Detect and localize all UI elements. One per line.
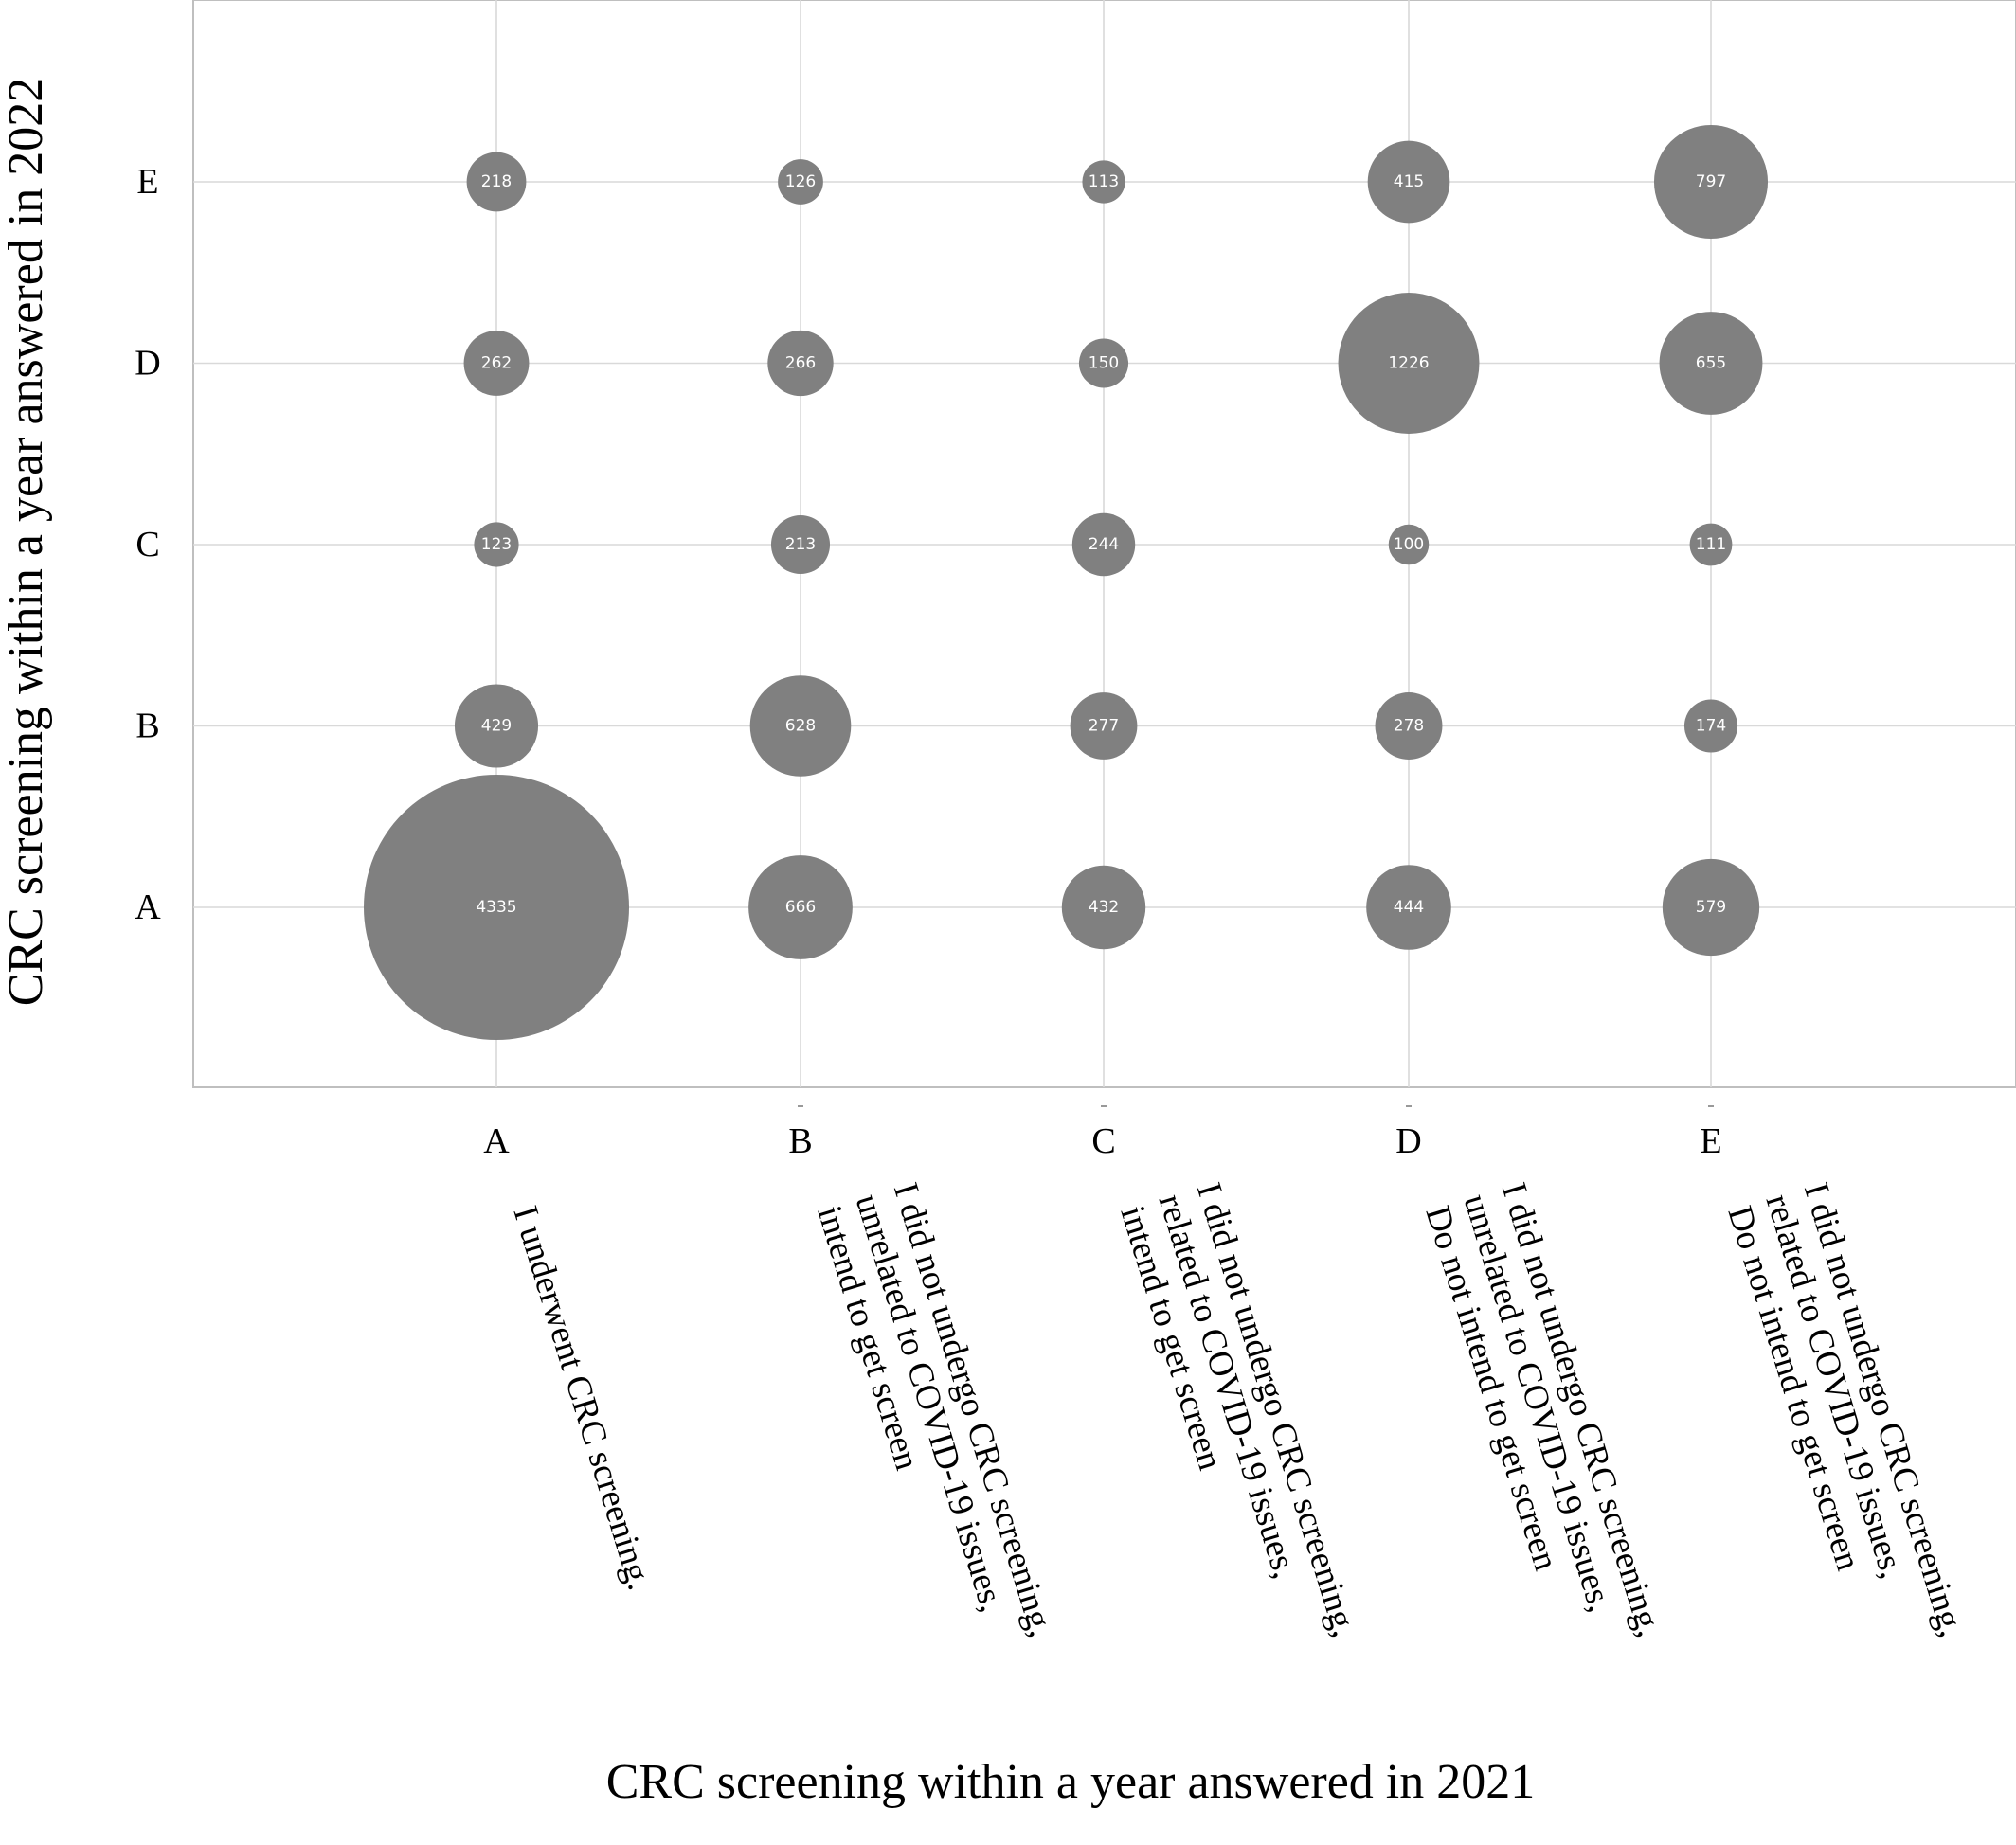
bubble-D-A	[1366, 865, 1451, 950]
bubble-label-A-C: 123	[481, 535, 512, 554]
bubble-B-E	[778, 159, 823, 205]
bubble-D-E	[1367, 140, 1450, 224]
x-category-descriptions: I underwent CRC screening. I did not unde…	[505, 1178, 1971, 1641]
bubble-label-C-A: 432	[1089, 898, 1119, 917]
bubble-D-C	[1388, 524, 1430, 565]
x-tick-mark-E	[1708, 1105, 1714, 1107]
x-tick-label-A: A	[483, 1121, 510, 1161]
bubble-label-C-D: 150	[1089, 354, 1119, 373]
bubble-label-D-D: 1226	[1388, 354, 1429, 373]
bubble-B-B	[749, 675, 852, 777]
x-category-description-A: I underwent CRC screening.	[505, 1202, 658, 1595]
bubble-label-B-A: 666	[785, 898, 816, 917]
bubble-E-C	[1689, 523, 1733, 566]
bubble-E-D	[1659, 312, 1763, 415]
x-axis-title: CRC screening within a year answered in …	[606, 1755, 1536, 1809]
bubble-label-B-D: 266	[785, 354, 816, 373]
bubble-label-D-E: 415	[1394, 172, 1424, 191]
bubble-B-A	[748, 855, 853, 959]
bubble-label-A-E: 218	[481, 172, 512, 191]
y-tick-label-C: C	[135, 525, 159, 564]
bubble-label-B-C: 213	[785, 535, 816, 554]
x-category-description-B: I did not undergo CRC screening,unrelate…	[809, 1178, 1060, 1641]
bubble-label-E-B: 174	[1696, 717, 1726, 736]
bubble-C-D	[1078, 338, 1129, 388]
bubble-label-C-C: 244	[1089, 535, 1119, 554]
bubble-C-C	[1071, 512, 1136, 577]
bubble-D-D	[1338, 293, 1480, 434]
x-tick-label-D: D	[1395, 1121, 1421, 1161]
x-tick-label-E: E	[1700, 1121, 1721, 1161]
bubble-C-A	[1061, 865, 1146, 950]
x-tick-mark-B	[798, 1105, 803, 1107]
bubble-A-A	[364, 775, 629, 1040]
bubble-label-C-E: 113	[1089, 172, 1119, 191]
bubble-label-E-C: 111	[1696, 535, 1726, 554]
bubble-E-E	[1653, 124, 1769, 240]
bubble-label-E-A: 579	[1696, 898, 1726, 917]
x-category-description-line: I underwent CRC screening.	[505, 1202, 658, 1595]
bubble-E-A	[1662, 858, 1760, 957]
y-tick-label-E: E	[136, 162, 158, 202]
bubble-A-C	[474, 522, 519, 567]
bubble-label-B-B: 628	[785, 717, 816, 736]
x-tick-mark-C	[1101, 1105, 1107, 1107]
bubble-C-E	[1082, 160, 1125, 204]
x-tick-labels: A B C D E	[483, 1105, 1722, 1161]
x-tick-label-B: B	[788, 1121, 812, 1161]
y-tick-labels: A B C D E	[135, 162, 161, 927]
bubble-label-B-E: 126	[785, 172, 816, 191]
x-category-description-E: I did not undergo CRC screening,related …	[1719, 1178, 1971, 1641]
bubble-label-E-D: 655	[1696, 354, 1726, 373]
bubble-A-E	[466, 152, 527, 212]
bubbles: 4335 1226 797 666 655 628 579 444 432 429 415 278 27…	[364, 124, 1769, 1040]
y-tick-label-A: A	[135, 887, 161, 927]
y-axis-title: CRC screening within a year answered in …	[0, 78, 53, 1007]
bubble-label-A-A: 4335	[476, 898, 516, 917]
x-category-description-C: I did not undergo CRC screening,related …	[1112, 1178, 1363, 1641]
y-tick-label-D: D	[135, 344, 160, 384]
y-tick-label-B: B	[135, 707, 159, 746]
x-category-description-D: I did not undergo CRC screening,unrelate…	[1417, 1178, 1668, 1641]
bubble-B-C	[770, 514, 831, 575]
bubble-E-B	[1683, 699, 1738, 753]
bubble-label-D-A: 444	[1394, 898, 1424, 917]
bubble-A-D	[463, 331, 530, 396]
x-tick-label-C: C	[1091, 1121, 1115, 1161]
bubble-label-A-B: 429	[481, 717, 512, 736]
bubble-label-A-D: 262	[481, 354, 512, 373]
bubble-A-B	[454, 684, 539, 768]
bubble-label-D-C: 100	[1394, 535, 1424, 554]
bubble-B-D	[767, 330, 834, 397]
x-tick-mark-D	[1406, 1105, 1412, 1107]
bubble-C-B	[1070, 692, 1138, 760]
bubble-label-D-B: 278	[1394, 717, 1424, 736]
bubble-label-E-E: 797	[1696, 172, 1726, 191]
bubble-D-B	[1375, 692, 1443, 760]
bubble-label-C-B: 277	[1089, 717, 1119, 736]
